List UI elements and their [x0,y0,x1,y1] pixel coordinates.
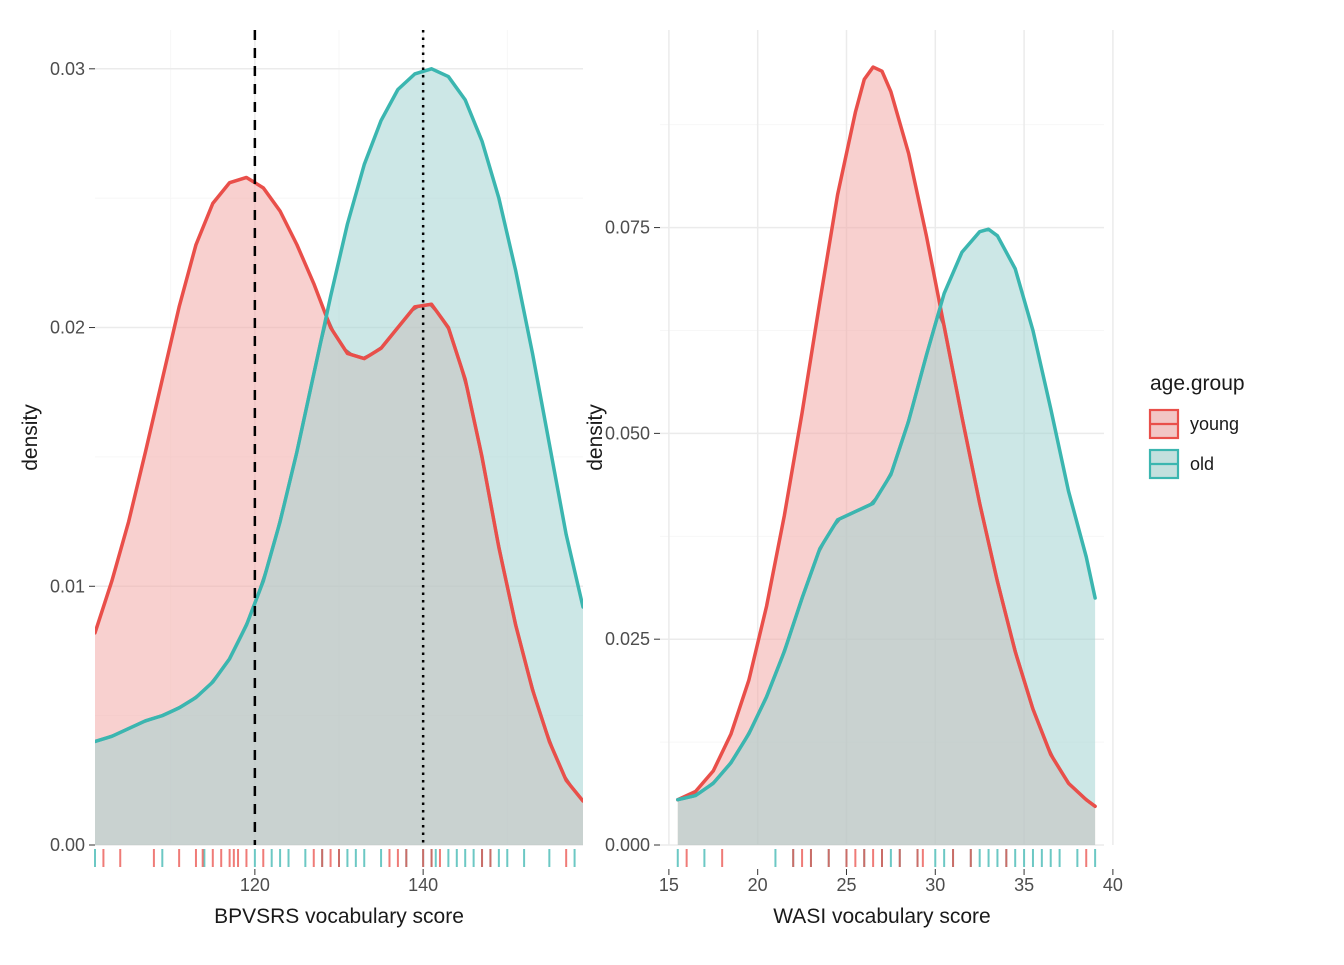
y-tick-label: 0.01 [50,576,85,596]
x-axis-title: BPVSRS vocabulary score [214,905,464,928]
x-tick-label: 30 [925,875,945,895]
x-tick-label: 40 [1103,875,1123,895]
y-tick-label: 0.025 [605,629,650,649]
legend-title: age.group [1150,372,1245,395]
x-tick-label: 120 [240,875,270,895]
y-tick-label: 0.050 [605,423,650,443]
y-tick-label: 0.075 [605,218,650,238]
x-tick-label: 140 [408,875,438,895]
y-tick-label: 0.000 [605,835,650,855]
x-tick-label: 35 [1014,875,1034,895]
x-axis-title: WASI vocabulary score [773,905,990,928]
y-axis-title: density [584,404,607,471]
panel-left: 120 140 0.00 0.01 0.02 0.03 BPVSRS vocabulary … [19,30,583,928]
y-tick-label: 0.00 [50,835,85,855]
legend: age.group young old [1150,372,1245,478]
y-tick-label: 0.02 [50,318,85,338]
panel-right: 15 20 25 30 35 40 0.000 0.025 0.050 0.075 WASI voc… [584,30,1123,928]
x-tick-label: 15 [659,875,679,895]
legend-label: old [1190,454,1214,474]
y-axis-title: density [19,404,42,471]
legend-label: young [1190,414,1239,434]
figure: 120 140 0.00 0.01 0.02 0.03 BPVSRS vocabulary … [0,0,1344,960]
x-tick-label: 25 [836,875,856,895]
figure-svg: 120 140 0.00 0.01 0.02 0.03 BPVSRS vocabulary … [0,0,1344,960]
x-tick-label: 20 [748,875,768,895]
y-tick-label: 0.03 [50,59,85,79]
